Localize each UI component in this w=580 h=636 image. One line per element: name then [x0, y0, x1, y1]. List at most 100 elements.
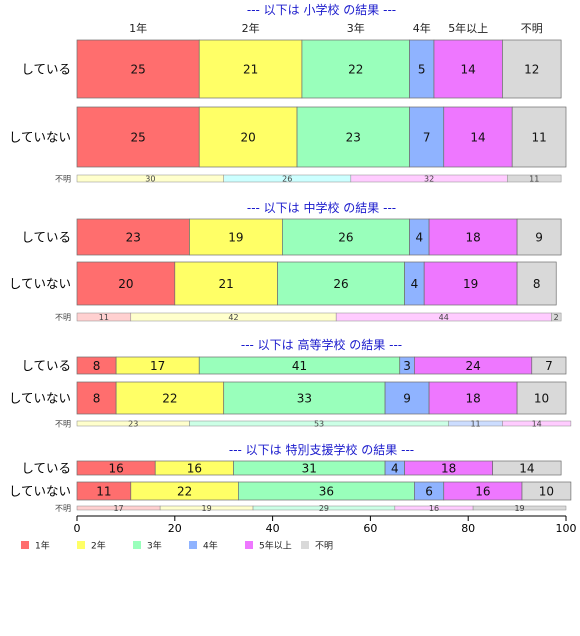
bar-value-label: 9	[535, 231, 543, 245]
bar-segment	[189, 218, 283, 256]
unknown-bar-value-label: 19	[514, 504, 524, 513]
unknown-bar-value-label: 16	[429, 504, 439, 513]
panel-title: --- 以下は 特別支援学校 の結果 ---	[229, 442, 414, 457]
bar-value-label: 11	[96, 485, 111, 499]
bar-value-label: 22	[348, 63, 363, 77]
column-label: 5年以上	[448, 21, 488, 35]
bar-value-label: 4	[391, 462, 399, 476]
bar-value-label: 10	[539, 485, 554, 499]
legend-label: 5年以上	[259, 540, 292, 552]
bar-segment	[76, 218, 190, 256]
row-label: していない	[9, 391, 71, 406]
unknown-bar-segment	[507, 174, 562, 183]
column-label: 不明	[521, 22, 543, 35]
unknown-bar-value-label: 11	[470, 420, 480, 429]
unknown-bar-value-label: 17	[113, 504, 123, 513]
bar-segment	[492, 460, 562, 476]
bar-segment	[516, 218, 562, 256]
legend-label: 3年	[147, 540, 162, 552]
bar-segment	[198, 106, 298, 168]
bar-value-label: 22	[162, 392, 177, 406]
panel-4: --- 以下は 特別支援学校 の結果 --- している 16 16 31 4 18 14 してい…	[9, 442, 572, 513]
bar-value-label: 9	[403, 392, 411, 406]
unknown-row-label: 不明	[55, 313, 71, 322]
x-tick-label: 0	[74, 522, 81, 535]
unknown-bar-segment	[551, 312, 562, 322]
bar-value-label: 22	[177, 485, 192, 499]
bar-segment	[115, 381, 225, 415]
bar-value-label: 10	[534, 392, 549, 406]
bar-value-label: 21	[243, 63, 258, 77]
bar-value-label: 18	[465, 392, 480, 406]
unknown-bar-value-label: 11	[529, 175, 539, 184]
unknown-row-label: 不明	[55, 420, 71, 429]
legend-label: 4年	[203, 540, 218, 552]
bar-segment	[521, 481, 572, 501]
unknown-bar-value-label: 11	[99, 313, 109, 322]
bar-value-label: 26	[333, 277, 348, 291]
bar-value-label: 14	[470, 131, 485, 145]
bar-value-label: 4	[411, 277, 419, 291]
column-label: 1年	[129, 21, 147, 35]
bar-value-label: 16	[475, 485, 490, 499]
bar-segment	[384, 381, 430, 415]
bar-value-label: 20	[241, 131, 256, 145]
bar-value-label: 23	[346, 131, 361, 145]
legend-swatch	[189, 541, 197, 549]
row-label: していない	[9, 130, 71, 145]
bar-value-label: 16	[187, 462, 202, 476]
legend: 1年 2年 3年 4年 5年以上 不明	[21, 540, 333, 552]
bar-value-label: 18	[465, 231, 480, 245]
bar-segment	[76, 381, 117, 415]
bar-segment	[516, 381, 567, 415]
bar-value-label: 11	[531, 131, 546, 145]
x-tick-label: 80	[461, 522, 475, 535]
unknown-bar-value-label: 26	[282, 175, 292, 184]
row-label: している	[21, 358, 71, 373]
legend-swatch	[245, 541, 253, 549]
bar-segment	[76, 39, 200, 99]
x-axis: 0 20 40 60 80 100	[74, 515, 577, 535]
unknown-bar-value-label: 53	[314, 420, 324, 429]
x-tick-label: 100	[556, 522, 577, 535]
x-tick-label: 40	[266, 522, 280, 535]
bar-value-label: 16	[108, 462, 123, 476]
panel-title: --- 以下は 中学校 の結果 ---	[247, 200, 396, 215]
unknown-bar-value-label: 2	[554, 313, 559, 322]
bar-value-label: 33	[297, 392, 312, 406]
unknown-bar-value-label: 29	[319, 504, 329, 513]
bar-segment	[223, 381, 386, 415]
bar-segment	[433, 39, 503, 99]
unknown-row-label: 不明	[55, 175, 71, 184]
bar-value-label: 6	[425, 485, 433, 499]
panel-2: --- 以下は 中学校 の結果 --- している 23 19 26 4 18 9 していない 20…	[9, 200, 562, 322]
bar-value-label: 17	[150, 359, 165, 373]
bar-value-label: 23	[126, 231, 141, 245]
bar-value-label: 8	[533, 277, 541, 291]
unknown-bar-value-label: 42	[228, 313, 238, 322]
legend-swatch	[133, 541, 141, 549]
panel-3: --- 以下は 高等学校 の結果 --- している 8 17 41 3 24 7 していない 8 2…	[9, 337, 572, 429]
bar-value-label: 12	[524, 63, 539, 77]
legend-label: 1年	[35, 540, 50, 552]
column-label: 3年	[347, 21, 365, 35]
bar-value-label: 18	[441, 462, 456, 476]
bar-value-label: 7	[423, 131, 431, 145]
row-label: している	[21, 62, 71, 77]
row-label: していない	[9, 276, 71, 291]
bar-value-label: 8	[93, 359, 101, 373]
bar-value-label: 36	[319, 485, 334, 499]
bar-value-label: 4	[415, 231, 423, 245]
row-label: している	[21, 230, 71, 245]
bar-segment	[277, 261, 405, 306]
bar-value-label: 31	[302, 462, 317, 476]
bar-segment	[428, 381, 518, 415]
row-label: していない	[9, 484, 71, 499]
bar-segment	[198, 39, 303, 99]
unknown-row-label: 不明	[55, 504, 71, 513]
bar-value-label: 5	[418, 63, 426, 77]
bar-segment	[423, 261, 518, 306]
bar-value-label: 25	[130, 63, 145, 77]
